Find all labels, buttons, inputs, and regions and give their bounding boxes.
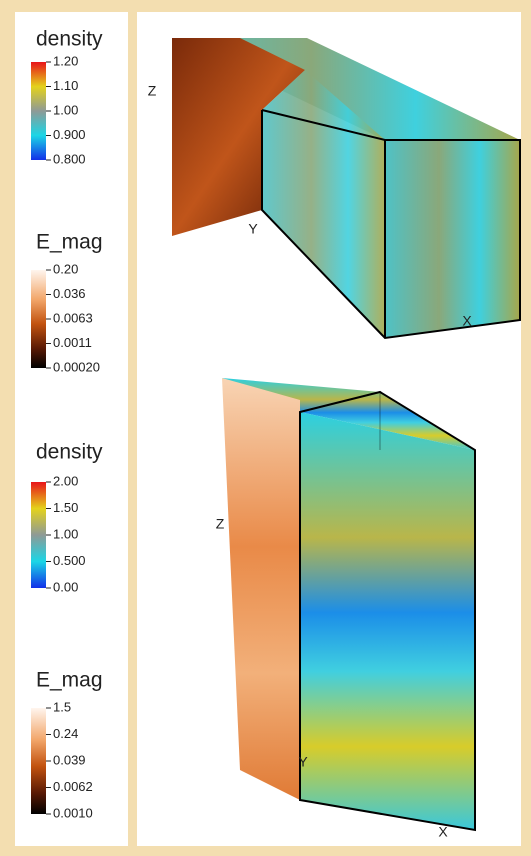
tick-label: 0.500 [53,553,86,568]
front-face [385,140,520,338]
tick-label: 1.00 [53,526,78,541]
colorbar-title: density [36,441,103,464]
tick-label: 1.10 [53,78,78,93]
front-face [300,412,475,830]
tick-label: 0.036 [53,286,86,301]
tick-label: 0.00020 [53,359,100,374]
axis-label: X [438,824,448,840]
tick-label: 2.00 [53,473,78,488]
tick-label: 0.0010 [53,805,93,820]
colorbar [31,62,46,160]
tick-label: 0.039 [53,752,86,767]
tick-label: 1.00 [53,102,78,117]
tick-label: 1.20 [53,53,78,68]
tick-label: 1.50 [53,500,78,515]
axis-label: X [462,313,472,329]
colorbar-title: E_mag [36,231,103,254]
axis-label: Y [248,221,258,237]
axis-label: Z [148,83,157,99]
volume-bottom [222,378,475,830]
colorbar [31,270,46,368]
tick-label: 0.0063 [53,310,93,325]
figure: density 1.20 1.10 1.00 0.900 0.800 E_mag 0.20 0.… [0,0,531,856]
tick-label: 0.00 [53,579,78,594]
tick-label: 0.24 [53,726,78,741]
colorbar [31,708,46,814]
tick-label: 0.0062 [53,779,93,794]
colorbar [31,482,46,588]
tick-label: 0.800 [53,151,86,166]
colorbar-title: density [36,28,103,51]
tick-label: 1.5 [53,699,71,714]
axis-label: Y [298,754,308,770]
tick-label: 0.20 [53,261,78,276]
axis-label: Z [216,516,225,532]
tick-label: 0.0011 [53,335,92,350]
colorbar-title: E_mag [36,669,103,692]
tick-label: 0.900 [53,127,86,142]
